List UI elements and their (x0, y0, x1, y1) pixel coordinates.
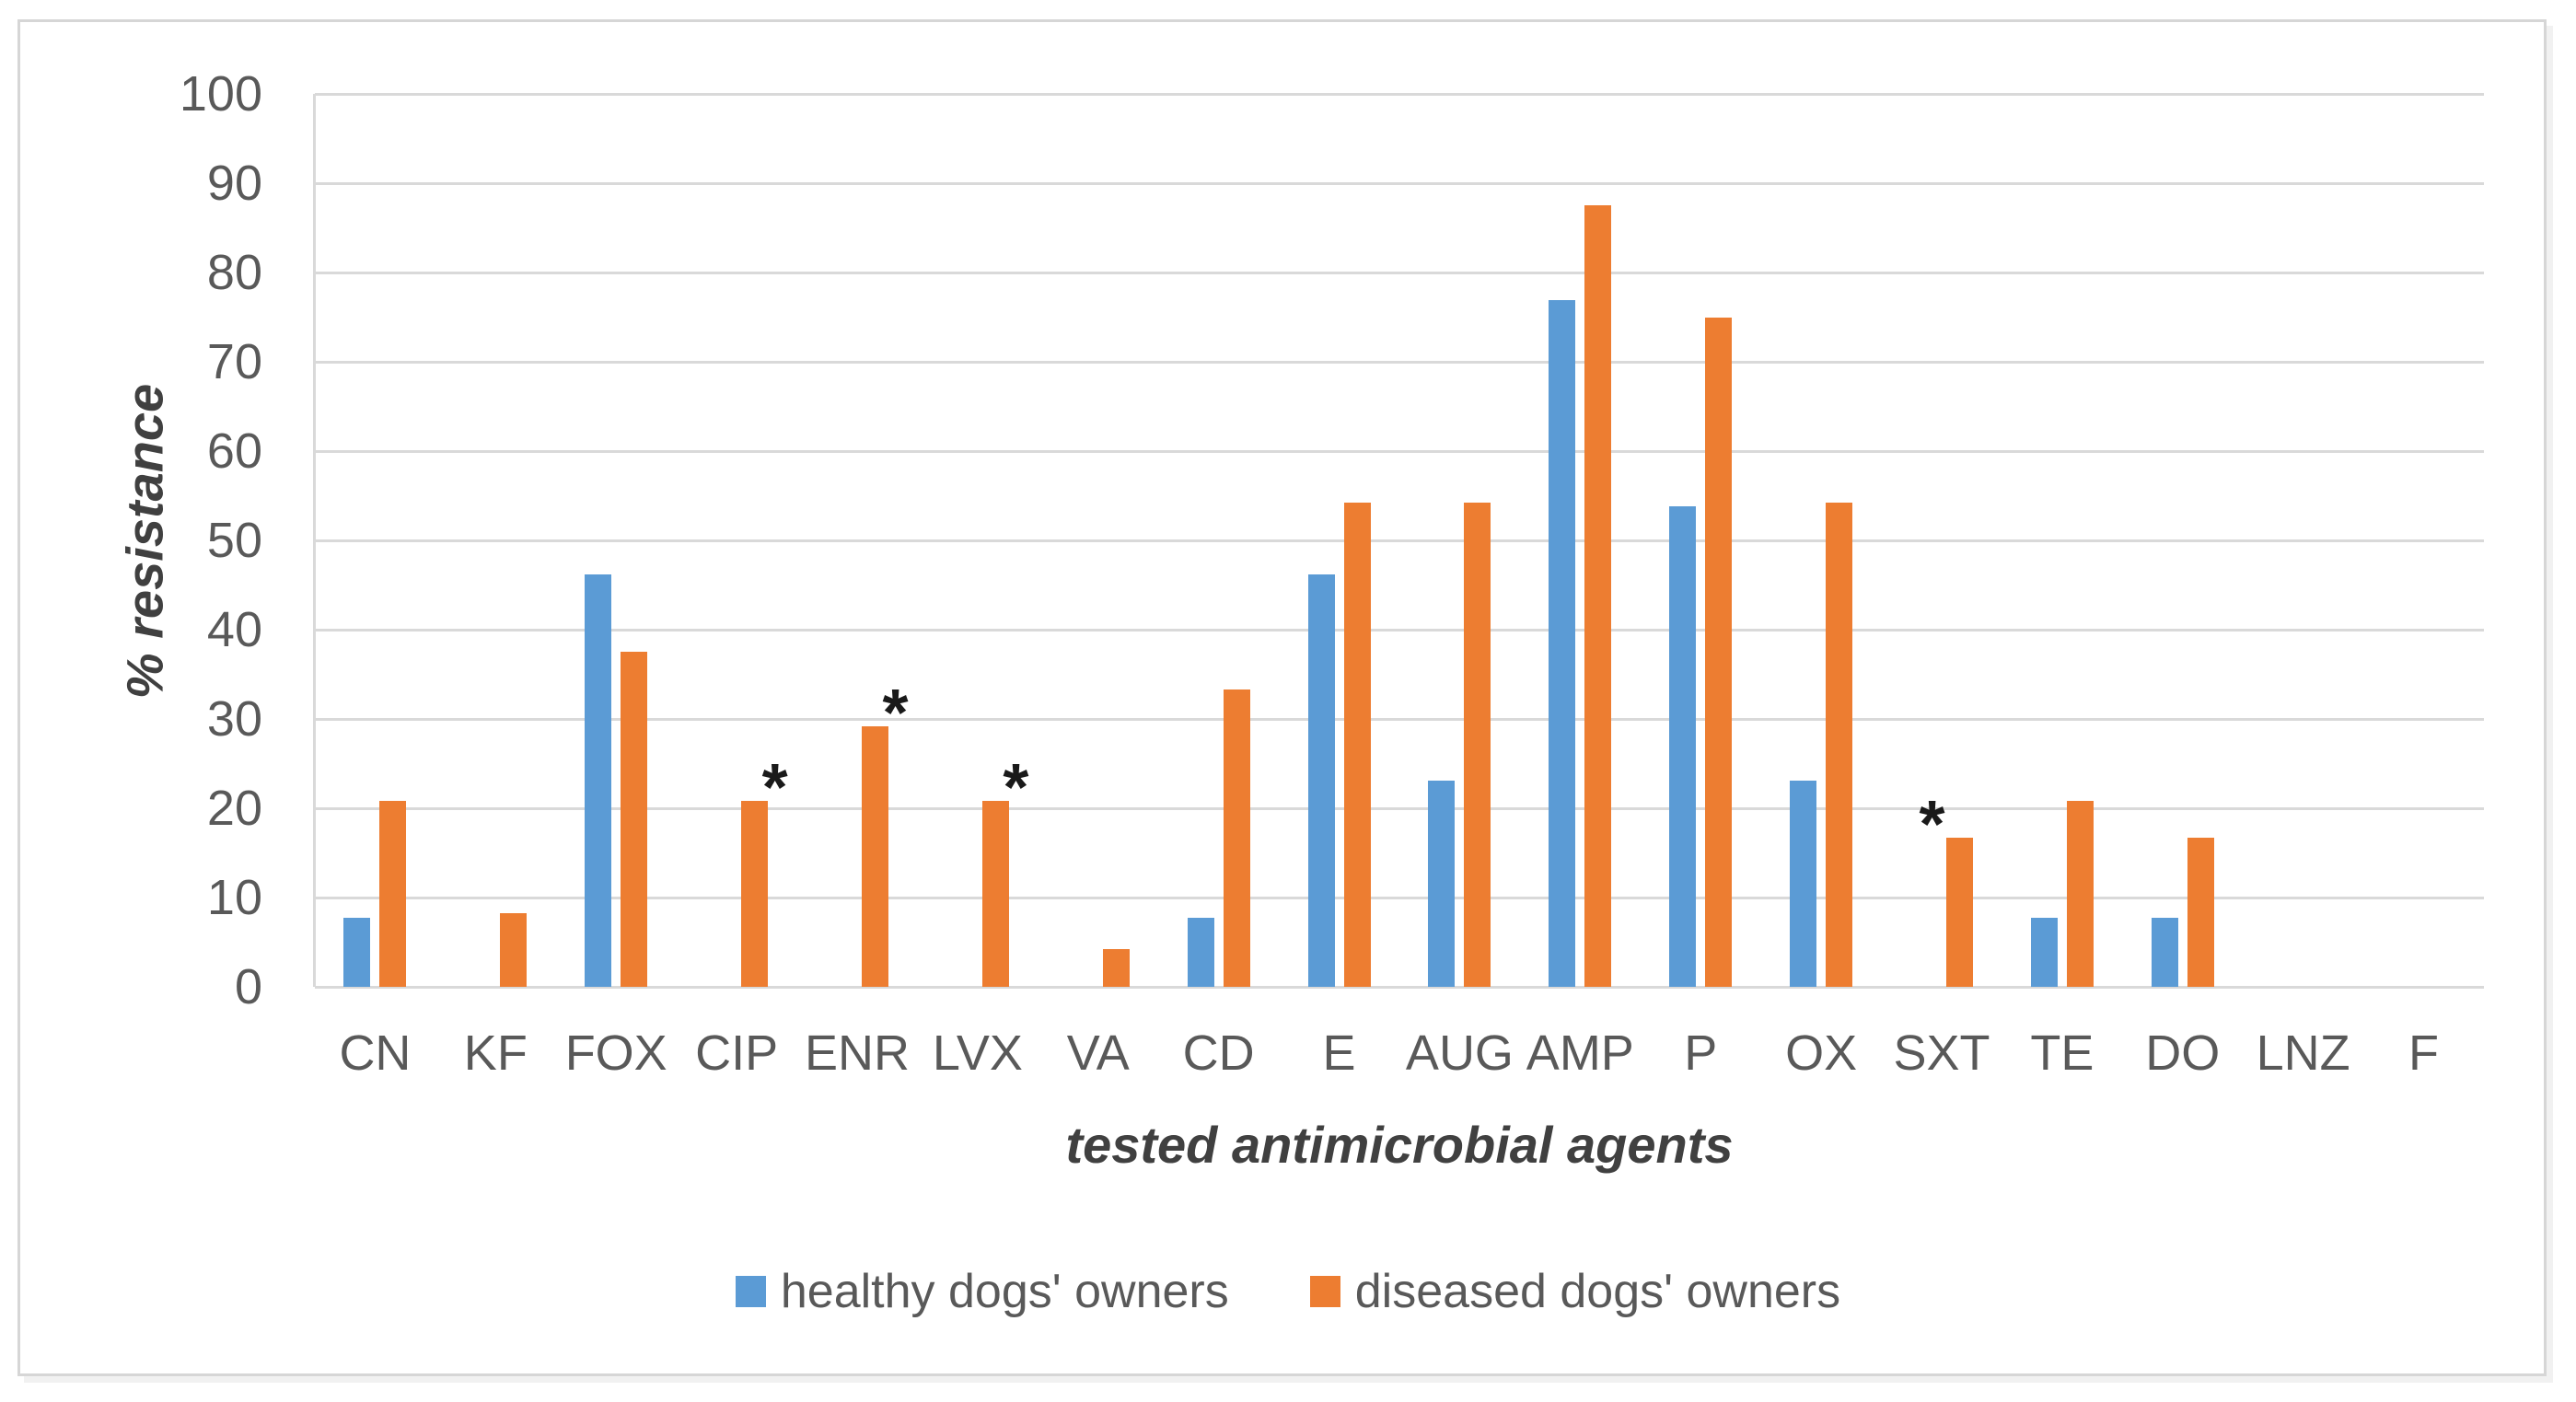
bar-CD-healthy (1187, 918, 1214, 987)
gridline-70 (315, 360, 2484, 364)
bar-E-diseased (1343, 503, 1371, 987)
x-tick-label-SXT: SXT (1893, 1025, 1990, 1081)
x-axis-title: tested antimicrobial agents (1065, 1116, 1734, 1174)
bar-FOX-diseased (621, 652, 648, 987)
bar-CIP-diseased (741, 801, 769, 987)
x-tick-label-FOX: FOX (564, 1025, 667, 1081)
legend-label-diseased: diseased dogs' owners (1354, 1265, 1841, 1318)
legend-label-healthy: healthy dogs' owners (780, 1265, 1229, 1318)
significance-asterisk-CIP: * (761, 751, 788, 826)
bar-VA-diseased (1102, 949, 1130, 987)
legend: healthy dogs' owners diseased dogs' owner… (0, 1263, 2576, 1320)
significance-asterisk-ENR: * (882, 676, 909, 750)
gridline-50 (315, 539, 2484, 542)
x-tick-label-LNZ: LNZ (2256, 1025, 2350, 1081)
bar-SXT-diseased (1946, 838, 1973, 987)
y-tick-label-40: 40 (206, 602, 262, 657)
x-tick-label-P: P (1684, 1025, 1718, 1081)
gridline-40 (315, 628, 2484, 631)
y-tick-label-80: 80 (206, 245, 262, 300)
x-tick-label-CN: CN (339, 1025, 412, 1081)
x-tick-label-CD: CD (1182, 1025, 1255, 1081)
gridline-100 (315, 92, 2484, 96)
x-tick-label-AMP: AMP (1526, 1025, 1634, 1081)
y-tick-label-60: 60 (206, 423, 262, 479)
bar-TE-diseased (2066, 801, 2094, 987)
gridline-0 (315, 985, 2484, 989)
x-tick-label-LVX: LVX (932, 1025, 1023, 1081)
bar-TE-healthy (2030, 918, 2058, 987)
bar-LVX-diseased (981, 801, 1009, 987)
x-tick-label-OX: OX (1785, 1025, 1858, 1081)
legend-item-diseased: diseased dogs' owners (1309, 1264, 1841, 1319)
y-tick-label-0: 0 (234, 959, 262, 1014)
gridline-10 (315, 896, 2484, 899)
x-tick-label-TE: TE (2030, 1025, 2094, 1081)
bar-P-healthy (1669, 506, 1697, 987)
bar-AMP-diseased (1584, 205, 1612, 987)
bar-OX-diseased (1826, 503, 1853, 987)
y-tick-label-70: 70 (206, 334, 262, 389)
bar-KF-diseased (500, 912, 528, 987)
chart-frame (17, 19, 2547, 1376)
x-tick-label-DO: DO (2145, 1025, 2221, 1081)
x-tick-label-ENR: ENR (804, 1025, 910, 1081)
bar-ENR-diseased (862, 725, 888, 987)
bar-CN-diseased (379, 801, 407, 987)
x-tick-label-CIP: CIP (695, 1025, 779, 1081)
x-tick-label-E: E (1322, 1025, 1356, 1081)
y-tick-label-90: 90 (206, 156, 262, 211)
bar-DO-diseased (2187, 838, 2214, 987)
legend-swatch-diseased (1309, 1276, 1340, 1307)
x-tick-label-F: F (2408, 1025, 2440, 1081)
y-tick-label-30: 30 (206, 691, 262, 747)
bar-AUG-diseased (1464, 503, 1491, 987)
x-tick-label-KF: KF (463, 1025, 528, 1081)
significance-asterisk-SXT: * (1919, 788, 1945, 863)
gridline-20 (315, 806, 2484, 810)
y-tick-label-10: 10 (206, 870, 262, 925)
bar-OX-healthy (1790, 780, 1817, 987)
bar-AMP-healthy (1549, 300, 1576, 987)
bar-FOX-healthy (585, 574, 612, 987)
bar-P-diseased (1705, 317, 1733, 987)
gridline-30 (315, 717, 2484, 721)
y-tick-label-50: 50 (206, 513, 262, 568)
legend-swatch-healthy (735, 1276, 766, 1307)
gridline-90 (315, 181, 2484, 185)
bar-AUG-healthy (1428, 780, 1456, 987)
legend-item-healthy: healthy dogs' owners (735, 1264, 1229, 1319)
y-tick-label-100: 100 (179, 66, 262, 122)
gridline-60 (315, 449, 2484, 453)
y-axis-line (313, 94, 316, 987)
x-tick-label-VA: VA (1066, 1025, 1130, 1081)
gridline-80 (315, 271, 2484, 274)
y-tick-label-20: 20 (206, 781, 262, 836)
significance-asterisk-LVX: * (1003, 751, 1029, 826)
bar-CD-diseased (1223, 689, 1250, 987)
bar-CN-healthy (343, 918, 371, 987)
bar-DO-healthy (2151, 918, 2178, 987)
x-tick-label-AUG: AUG (1405, 1025, 1514, 1081)
plot-area: * * * * (313, 92, 2484, 989)
bar-E-healthy (1307, 574, 1335, 987)
